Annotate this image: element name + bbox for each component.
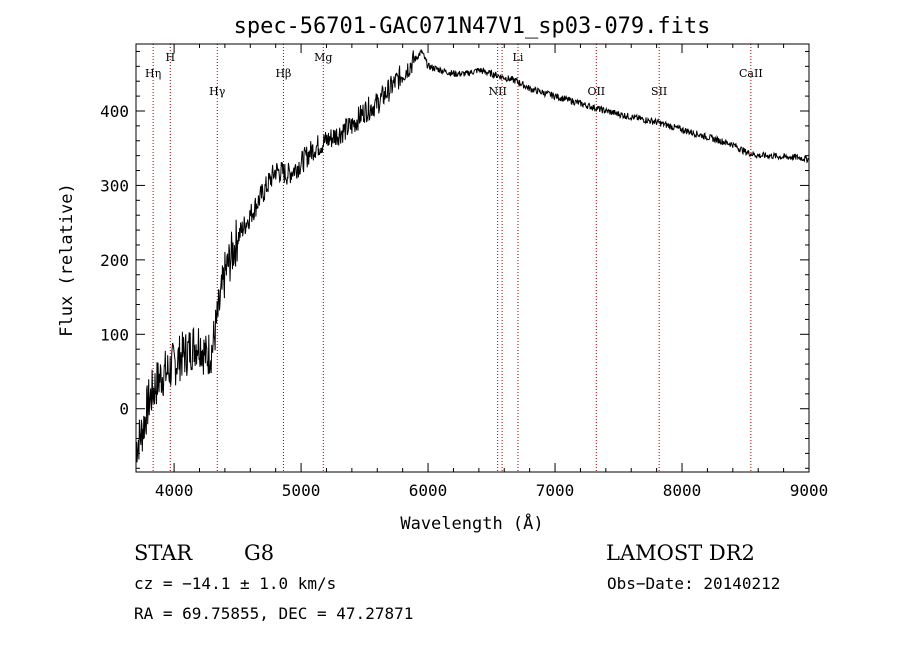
plot-frame	[135, 43, 810, 473]
y-axis-label: Flux (relative)	[57, 183, 77, 337]
spectrum-line	[135, 49, 810, 463]
line-label: NII	[488, 85, 506, 98]
y-tick-label: 200	[100, 251, 129, 270]
y-tick-label: 100	[100, 325, 129, 344]
obs-date: Obs−Date: 20140212	[607, 574, 781, 593]
line-label: SII	[651, 85, 667, 98]
object-class: STAR	[134, 541, 193, 565]
line-label: OII	[587, 85, 605, 98]
line-label: Mg	[314, 51, 332, 64]
line-label: CaII	[739, 67, 763, 80]
y-tick-label: 0	[119, 400, 129, 419]
line-label: Hβ	[275, 67, 291, 80]
x-tick-label: 4000	[155, 481, 194, 500]
axis-ticks: 4000 5000 6000 7000 8000 9000 0 100 200 300 400	[100, 44, 828, 500]
subclass: G8	[244, 541, 275, 565]
y-tick-label: 400	[100, 102, 129, 121]
line-label: H	[165, 51, 175, 64]
chart-title: spec-56701-GAC071N47V1_sp03-079.fits	[234, 14, 711, 39]
survey-name: LAMOST DR2	[606, 541, 755, 565]
line-label: Hη	[145, 67, 161, 80]
x-tick-label: 8000	[663, 481, 702, 500]
x-axis-label: Wavelength (Å)	[400, 512, 543, 534]
x-tick-label: 7000	[536, 481, 575, 500]
x-tick-label: 6000	[409, 481, 448, 500]
redshift-readout: cz = −14.1 ± 1.0 km/s	[134, 574, 337, 593]
coordinates: RA = 69.75855, DEC = 47.27871	[134, 604, 414, 623]
x-tick-label: 5000	[282, 481, 321, 500]
y-tick-label: 300	[100, 176, 129, 195]
emission-lines: Hη H Hγ Hβ Mg NII Li OII SII CaII	[145, 44, 763, 472]
line-label: Hγ	[209, 85, 226, 98]
x-tick-label: 9000	[790, 481, 829, 500]
line-label: Li	[513, 51, 524, 64]
